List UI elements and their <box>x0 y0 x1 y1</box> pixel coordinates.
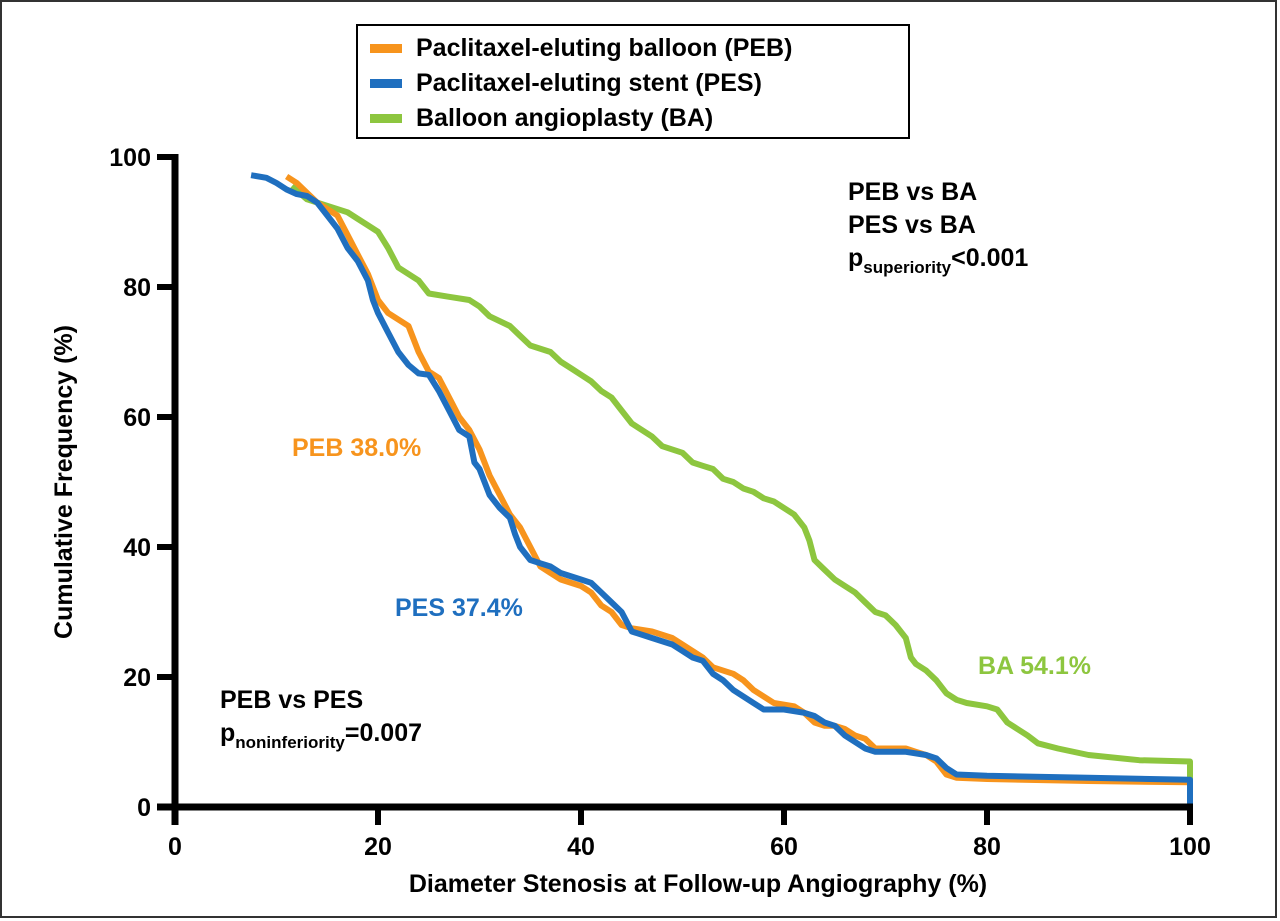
y-tick-label: 60 <box>123 404 151 432</box>
pes-series-label: PES 37.4% <box>395 594 523 622</box>
y-tick-label: 40 <box>123 534 151 562</box>
series-layer <box>250 172 1193 807</box>
y-tick-label: 100 <box>109 144 151 172</box>
legend-item-ba: Balloon angioplasty (BA) <box>370 100 713 136</box>
series-line-pes <box>250 172 1193 807</box>
y-axis-title: Cumulative Frequency (%) <box>50 325 78 639</box>
noninferiority-line1: PEB vs PES <box>220 686 364 714</box>
legend-item-pes: Paclitaxel-eluting stent (PES) <box>370 65 762 101</box>
x-ticks: 0 20 40 60 80 100 <box>168 807 1211 861</box>
axes-layer: 0 20 40 60 80 100 0 20 40 60 80 100 <box>109 144 1211 861</box>
legend-item-peb: Paclitaxel-eluting balloon (PEB) <box>370 30 792 66</box>
legend: Paclitaxel-eluting balloon (PEB) Paclita… <box>356 24 910 139</box>
legend-swatch-peb <box>370 43 402 53</box>
x-tick-label: 40 <box>567 833 595 861</box>
legend-label-peb: Paclitaxel-eluting balloon (PEB) <box>416 33 793 62</box>
superiority-annotation: PEB vs BA PES vs BA psuperiority<0.001 <box>848 176 1029 277</box>
peb-series-label: PEB 38.0% <box>292 434 422 462</box>
y-ticks: 0 20 40 60 80 100 <box>109 144 175 822</box>
superiority-line2: PES vs BA <box>848 211 976 239</box>
superiority-line1: PEB vs BA <box>848 178 978 206</box>
y-tick-label: 20 <box>123 664 151 692</box>
series-line-ba <box>289 184 1193 781</box>
y-tick-label: 80 <box>123 274 151 302</box>
x-tick-label: 0 <box>168 833 182 861</box>
y-tick-label: 0 <box>137 794 151 822</box>
x-tick-label: 20 <box>364 833 392 861</box>
x-axis-title: Diameter Stenosis at Follow-up Angiograp… <box>409 870 987 898</box>
x-tick-label: 80 <box>973 833 1001 861</box>
noninferiority-pvalue: pnoninferiority=0.007 <box>220 719 423 752</box>
legend-label-ba: Balloon angioplasty (BA) <box>416 103 714 132</box>
legend-swatch-ba <box>370 113 402 123</box>
legend-label-pes: Paclitaxel-eluting stent (PES) <box>416 68 762 97</box>
legend-swatch-pes <box>370 78 402 88</box>
ba-series-label: BA 54.1% <box>978 652 1092 680</box>
x-tick-label: 100 <box>1169 833 1211 861</box>
superiority-pvalue: psuperiority<0.001 <box>848 244 1029 277</box>
x-tick-label: 60 <box>770 833 798 861</box>
noninferiority-annotation: PEB vs PES pnoninferiority=0.007 <box>220 684 423 752</box>
